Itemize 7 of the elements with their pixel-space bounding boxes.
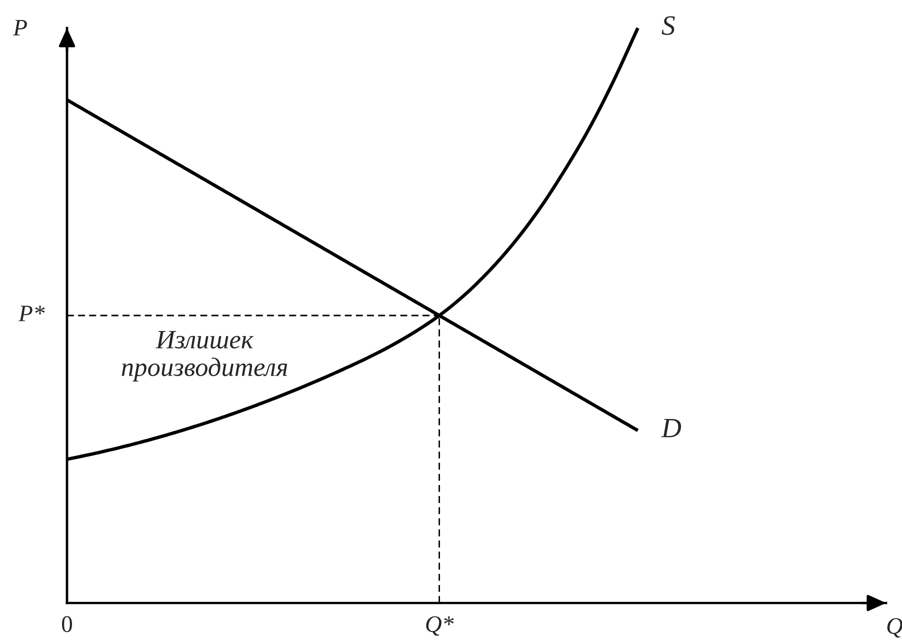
series-label: D: [661, 418, 682, 438]
x-tick-label: 0: [62, 616, 72, 632]
ref-line-label: P*: [18, 306, 45, 322]
y-axis-title: P: [12, 20, 27, 36]
series-label: S: [662, 16, 675, 35]
annotation: Излишек производителя: [122, 331, 288, 382]
x-tick-label: Q*: [426, 616, 454, 636]
